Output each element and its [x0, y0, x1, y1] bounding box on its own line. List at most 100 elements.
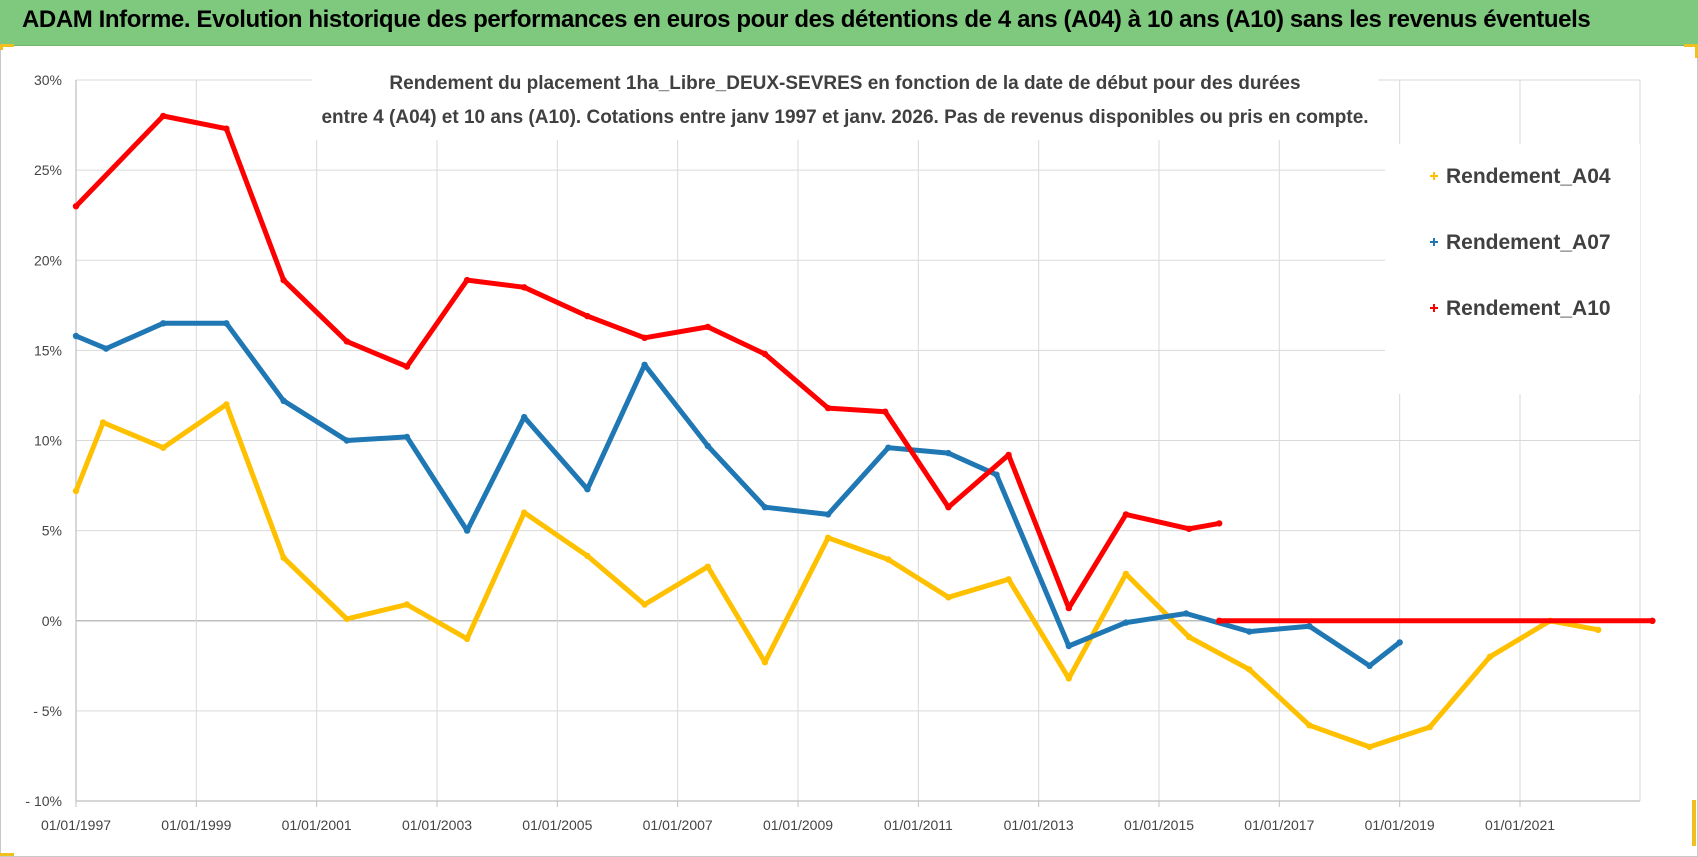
- report-header: ADAM Informe. Evolution historique des p…: [0, 0, 1698, 46]
- y-tick-label: - 5%: [33, 703, 62, 719]
- data-point-rendement-a04: [463, 635, 471, 642]
- data-point-rendement-a10: [1065, 604, 1073, 612]
- legend: Rendement_A04 Rendement_A07 Rendement_A10: [1385, 144, 1640, 394]
- axis-labels: 30% 25% 20% 15% 10% 5% 0% - 5% - 10% 01/01/1997 01…: [25, 72, 1555, 833]
- data-point-rendement-a10: [72, 203, 80, 210]
- corner-mark: [1692, 800, 1696, 846]
- data-point-rendement-a10: [1216, 520, 1223, 527]
- x-tick-label: 01/01/2009: [763, 817, 833, 833]
- x-tick-label: 01/01/2007: [643, 817, 713, 833]
- data-point-rendement-a04: [1486, 653, 1494, 660]
- chart-title-block: Rendement du placement 1ha_Libre_DEUX-SE…: [312, 68, 1378, 140]
- y-tick-label: - 10%: [25, 793, 62, 809]
- data-point-rendement-a07: [945, 449, 952, 457]
- data-point-rendement-a07: [584, 486, 591, 493]
- data-point-rendement-a07: [343, 437, 350, 444]
- data-point-rendement-a10: [882, 408, 889, 415]
- legend-item-rendement-a07: Rendement_A07: [1430, 231, 1611, 254]
- data-point-rendement-a04: [280, 554, 287, 561]
- x-tick-label: 01/01/2019: [1365, 817, 1435, 833]
- data-point-rendement-a04: [1246, 666, 1253, 673]
- data-point-rendement-a07: [1182, 610, 1190, 617]
- y-tick-label: 5%: [42, 523, 62, 539]
- legend-label: Rendement_A07: [1446, 231, 1611, 254]
- corner-mark: [0, 44, 3, 50]
- y-tick-label: 25%: [34, 162, 62, 178]
- data-point-rendement-a04: [1122, 570, 1130, 578]
- data-point-rendement-a07: [1122, 619, 1130, 626]
- data-point-rendement-a04: [343, 615, 350, 623]
- data-point-rendement-a10: [641, 334, 648, 341]
- data-point-rendement-a10: [463, 276, 471, 284]
- x-tick-label: 01/01/2005: [522, 817, 592, 833]
- legend-label: Rendement_A10: [1446, 297, 1611, 320]
- data-point-rendement-a04: [885, 556, 892, 563]
- data-point-rendement-a10: [1649, 617, 1656, 624]
- data-point-rendement-a04: [1595, 626, 1602, 633]
- data-point-rendement-a10: [1216, 617, 1223, 624]
- data-point-rendement-a04: [99, 419, 107, 426]
- data-point-rendement-a04: [761, 659, 769, 666]
- data-point-rendement-a10: [584, 312, 591, 320]
- data-point-rendement-a10: [223, 125, 230, 132]
- data-point-rendement-a07: [1246, 628, 1253, 635]
- data-point-rendement-a10: [343, 338, 350, 345]
- data-point-rendement-a04: [72, 487, 80, 495]
- data-point-rendement-a07: [160, 320, 167, 327]
- x-tick-label: 01/01/2003: [402, 817, 472, 833]
- legend-background: [1385, 144, 1640, 394]
- data-point-rendement-a07: [704, 442, 711, 450]
- data-point-rendement-a07: [1396, 639, 1403, 646]
- data-point-rendement-a04: [1065, 675, 1073, 682]
- corner-mark: [1684, 44, 1698, 47]
- data-point-rendement-a04: [641, 601, 648, 608]
- data-point-rendement-a04: [403, 601, 411, 608]
- data-point-rendement-a04: [223, 401, 230, 408]
- corner-mark: [0, 44, 14, 47]
- series-lines: [72, 112, 1656, 751]
- series-line-rendement-a07: [73, 320, 1403, 669]
- data-point-rendement-a10: [824, 404, 832, 412]
- y-tick-label: 20%: [34, 252, 62, 268]
- data-point-rendement-a10: [1005, 451, 1012, 459]
- data-point-rendement-a04: [160, 444, 167, 451]
- data-point-rendement-a04: [1366, 743, 1373, 751]
- x-tick-label: 01/01/2001: [282, 817, 352, 833]
- data-point-rendement-a04: [1005, 576, 1012, 583]
- x-tick-label: 01/01/2013: [1004, 817, 1074, 833]
- data-point-rendement-a04: [521, 509, 528, 516]
- legend-item-rendement-a04: Rendement_A04: [1430, 165, 1611, 188]
- y-tick-label: 10%: [34, 433, 62, 449]
- data-point-rendement-a04: [584, 552, 591, 560]
- x-tick-label: 01/01/1999: [161, 817, 231, 833]
- data-point-rendement-a04: [1185, 633, 1193, 641]
- data-point-rendement-a10: [280, 276, 287, 284]
- data-point-rendement-a07: [641, 361, 648, 368]
- data-point-rendement-a04: [704, 563, 711, 570]
- data-point-rendement-a07: [885, 444, 892, 451]
- y-tick-label: 15%: [34, 342, 62, 358]
- data-point-rendement-a10: [704, 323, 711, 331]
- data-point-rendement-a04: [1306, 722, 1313, 729]
- data-point-rendement-a07: [1065, 642, 1073, 650]
- data-point-rendement-a07: [824, 511, 832, 518]
- data-point-rendement-a10: [761, 350, 769, 358]
- y-tick-label: 0%: [42, 613, 62, 629]
- data-point-rendement-a07: [102, 345, 110, 352]
- data-point-rendement-a07: [521, 413, 528, 421]
- corner-mark: [1695, 44, 1698, 58]
- series-line-rendement-a04: [73, 401, 1601, 750]
- performance-chart: Rendement du placement 1ha_Libre_DEUX-SE…: [25, 68, 1656, 833]
- data-point-rendement-a07: [761, 504, 769, 511]
- report-title: ADAM Informe. Evolution historique des p…: [22, 6, 1591, 33]
- data-point-rendement-a07: [1366, 662, 1373, 669]
- chart-title-line-2: entre 4 (A04) et 10 ans (A10). Cotations…: [321, 107, 1368, 128]
- data-point-rendement-a10: [1122, 511, 1130, 518]
- data-point-rendement-a07: [223, 320, 230, 327]
- data-point-rendement-a07: [280, 397, 287, 404]
- x-tick-label: 01/01/2015: [1124, 817, 1194, 833]
- legend-item-rendement-a10: Rendement_A10: [1430, 297, 1611, 320]
- y-tick-label: 30%: [34, 72, 62, 88]
- data-point-rendement-a10: [403, 363, 411, 370]
- legend-label: Rendement_A04: [1446, 165, 1611, 188]
